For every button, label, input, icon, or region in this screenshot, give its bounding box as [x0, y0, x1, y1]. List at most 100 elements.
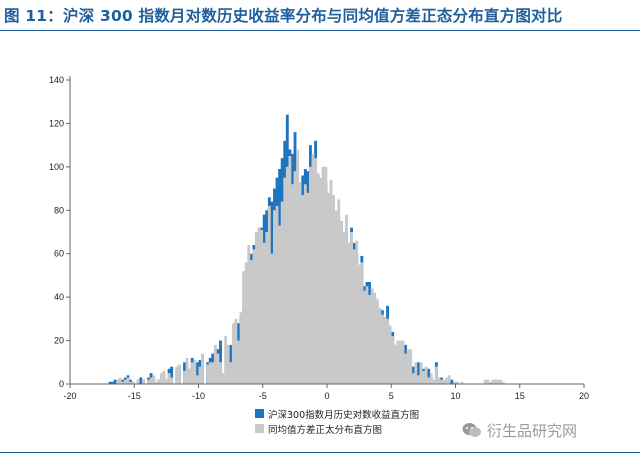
- normal-bar: [427, 377, 431, 384]
- y-tick-label: 120: [49, 118, 64, 128]
- x-tick-label: 20: [579, 391, 589, 401]
- normal-bar: [344, 214, 348, 384]
- x-tick-label: -5: [259, 391, 267, 401]
- normal-bar: [211, 362, 215, 384]
- normal-bar: [170, 377, 174, 384]
- normal-bar: [252, 249, 256, 384]
- y-tick-label: 80: [54, 205, 64, 215]
- hist-bar: [111, 381, 114, 384]
- normal-bar: [193, 360, 197, 384]
- normal-bar: [357, 264, 361, 384]
- normal-bar: [327, 192, 330, 384]
- normal-bar: [496, 379, 500, 384]
- normal-bar: [190, 362, 194, 384]
- normal-bar: [440, 379, 443, 384]
- normal-bar: [221, 373, 225, 384]
- normal-bar: [260, 229, 264, 384]
- normal-bar: [362, 290, 366, 384]
- normal-bar: [298, 182, 302, 384]
- normal-bar: [183, 370, 186, 384]
- normal-bar: [352, 249, 356, 384]
- normal-bar: [460, 381, 464, 384]
- normal-bar: [285, 166, 289, 384]
- normal-bar: [455, 381, 459, 384]
- normal-bar: [483, 379, 487, 384]
- bottom-rule: [0, 452, 640, 453]
- x-tick-label: 10: [450, 391, 460, 401]
- normal-bar: [249, 260, 253, 384]
- normal-bar: [244, 262, 248, 384]
- normal-bar: [303, 184, 307, 384]
- watermark-text: 衍生品研究网: [487, 422, 578, 440]
- normal-bar: [404, 353, 407, 384]
- normal-bar: [255, 232, 258, 384]
- normal-bar: [365, 286, 369, 384]
- y-tick-label: 0: [59, 379, 64, 389]
- normal-bar: [447, 375, 451, 384]
- normal-bar: [406, 349, 410, 384]
- hist-bar: [139, 377, 143, 384]
- figure-title: 图 11：沪深 300 指数月对数历史收益率分布与同均值方差正态分布直方图对比: [4, 7, 563, 25]
- normal-bar: [306, 192, 310, 384]
- normal-bar: [393, 344, 397, 384]
- chart-legend: 沪深300指数月历史对数收益直方图 同均值方差正太分布直方图: [255, 406, 419, 436]
- normal-bar: [267, 205, 271, 384]
- normal-bar: [429, 373, 433, 384]
- normal-bar: [355, 240, 359, 384]
- normal-bar: [195, 375, 199, 384]
- normal-bar: [275, 205, 279, 384]
- normal-bar: [280, 201, 284, 384]
- normal-bar: [378, 308, 382, 384]
- hist-bar: [219, 340, 222, 384]
- normal-bar: [208, 362, 212, 384]
- normal-bar: [265, 232, 269, 384]
- normal-bar: [339, 221, 343, 384]
- normal-bar: [422, 370, 425, 384]
- normal-bar: [185, 357, 189, 384]
- normal-bar: [432, 379, 436, 384]
- normal-bar: [167, 373, 171, 384]
- normal-bar: [198, 366, 202, 384]
- hist-bar: [427, 368, 431, 384]
- normal-bar: [291, 184, 294, 384]
- normal-bar: [242, 271, 246, 384]
- normal-bar: [324, 166, 328, 384]
- normal-bar: [386, 318, 389, 384]
- normal-bar: [229, 362, 233, 384]
- normal-bar: [175, 366, 179, 384]
- normal-bar: [201, 353, 204, 384]
- normal-bar: [311, 153, 315, 384]
- normal-bar: [121, 381, 125, 384]
- normal-bar: [360, 262, 364, 384]
- normal-bar: [149, 377, 153, 384]
- hist-bar: [108, 381, 112, 384]
- normal-bar: [159, 373, 163, 384]
- legend-swatch-hist: [255, 409, 264, 418]
- normal-bar: [445, 377, 449, 384]
- normal-bar: [409, 349, 413, 384]
- normal-bar: [234, 318, 238, 384]
- y-tick-label: 60: [54, 249, 64, 259]
- hist-bar: [416, 362, 420, 384]
- normal-bar: [494, 379, 497, 384]
- x-tick-label: -15: [128, 391, 141, 401]
- normal-bar: [350, 232, 353, 384]
- normal-bar: [206, 364, 210, 384]
- normal-bar: [118, 377, 122, 384]
- normal-bar: [373, 292, 377, 384]
- watermark: 衍生品研究网: [462, 420, 577, 441]
- normal-bar: [270, 253, 274, 384]
- normal-bar: [309, 166, 312, 384]
- normal-bar: [486, 379, 490, 384]
- normal-bar: [319, 177, 323, 384]
- normal-bar: [491, 379, 495, 384]
- normal-bar: [213, 344, 217, 384]
- normal-bar: [442, 379, 446, 384]
- y-tick-label: 40: [54, 292, 64, 302]
- normal-bar: [262, 242, 266, 384]
- normal-bar: [380, 314, 384, 384]
- normal-bar: [329, 179, 333, 384]
- normal-bar: [414, 362, 418, 384]
- x-tick-label: 5: [389, 391, 394, 401]
- normal-bar: [129, 381, 132, 384]
